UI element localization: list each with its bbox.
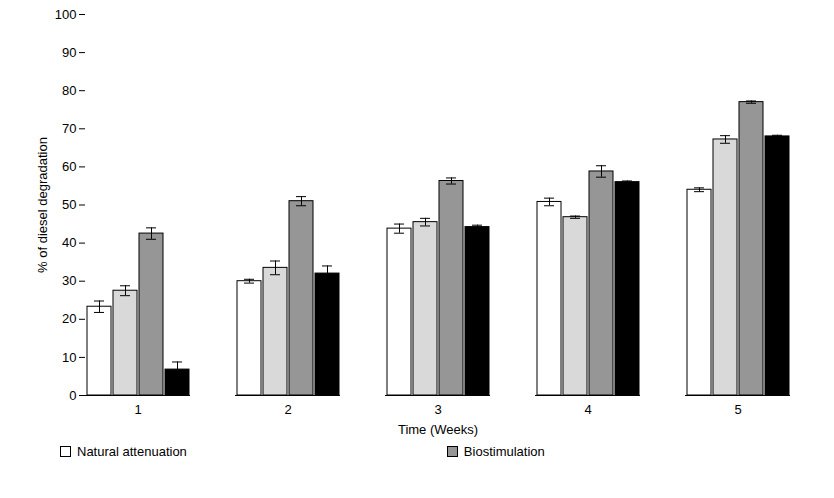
svg-text:0: 0 (69, 388, 76, 403)
svg-text:60: 60 (62, 159, 76, 174)
svg-text:40: 40 (62, 235, 76, 250)
html-text:Natural attenuation: Natural attenuation (77, 444, 187, 459)
html-text:Biostimulation: Biostimulation (463, 444, 545, 459)
svg-text:10: 10 (62, 350, 76, 365)
svg-text:90: 90 (62, 45, 76, 60)
svg-text:Time (Weeks): Time (Weeks) (398, 422, 478, 437)
svg-text:100: 100 (55, 7, 77, 22)
svg-text:50: 50 (62, 197, 76, 212)
svg-text:% of diesel degradation: % of diesel degradation (35, 137, 50, 273)
svg-text:5: 5 (734, 402, 741, 417)
svg-text:20: 20 (62, 311, 76, 326)
svg-text:30: 30 (62, 273, 76, 288)
svg-text:2: 2 (284, 402, 291, 417)
svg-text:3: 3 (434, 402, 441, 417)
svg-text:80: 80 (62, 83, 76, 98)
svg-text:1: 1 (134, 402, 141, 417)
svg-text:4: 4 (584, 402, 591, 417)
svg-text:70: 70 (62, 121, 76, 136)
